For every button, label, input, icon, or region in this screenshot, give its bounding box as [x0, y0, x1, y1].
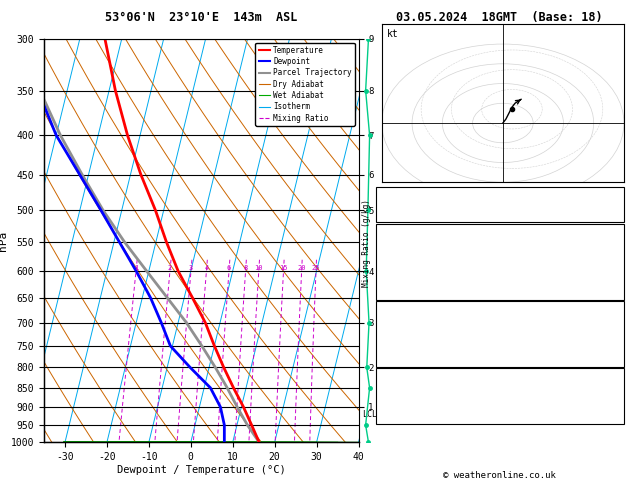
Text: 309: 309 [604, 324, 621, 334]
Text: LCL: LCL [362, 410, 377, 419]
Text: kt: kt [387, 29, 398, 39]
Text: 0: 0 [616, 288, 621, 298]
Text: 10: 10 [610, 391, 621, 401]
Text: Dewp (°C): Dewp (°C) [379, 246, 431, 256]
Text: 6: 6 [227, 265, 231, 271]
Text: 1: 1 [134, 265, 138, 271]
Text: 0: 0 [616, 355, 621, 365]
Text: 16.3: 16.3 [598, 236, 621, 246]
Text: PW (cm): PW (cm) [379, 210, 420, 220]
Text: 8: 8 [243, 265, 248, 271]
Text: 20: 20 [298, 265, 306, 271]
Text: Mixing Ratio (g/kg): Mixing Ratio (g/kg) [362, 199, 370, 287]
Text: 25: 25 [312, 265, 320, 271]
Text: 7: 7 [616, 412, 621, 422]
Text: CIN (J): CIN (J) [379, 355, 420, 365]
Text: θₑ(K): θₑ(K) [379, 257, 408, 267]
Text: 03.05.2024  18GMT  (Base: 18): 03.05.2024 18GMT (Base: 18) [396, 11, 603, 23]
Text: 6°: 6° [610, 401, 621, 411]
Text: 53°06'N  23°10'E  143m  ASL: 53°06'N 23°10'E 143m ASL [105, 11, 298, 23]
Text: -11: -11 [604, 380, 621, 390]
Text: CAPE (J): CAPE (J) [379, 278, 426, 288]
Text: θₑ (K): θₑ (K) [379, 324, 414, 334]
Text: 3: 3 [189, 265, 193, 271]
Text: StmDir: StmDir [379, 401, 414, 411]
Text: Lifted Index: Lifted Index [379, 334, 449, 344]
Text: 15: 15 [610, 189, 621, 199]
Y-axis label: km
ASL: km ASL [376, 241, 394, 262]
Text: 8: 8 [616, 246, 621, 256]
Text: CIN (J): CIN (J) [379, 288, 420, 298]
Text: 4: 4 [616, 334, 621, 344]
Text: StmSpd (kt): StmSpd (kt) [379, 412, 443, 422]
Text: 4: 4 [204, 265, 209, 271]
Text: Temp (°C): Temp (°C) [379, 236, 431, 246]
Text: EH: EH [379, 380, 391, 390]
Text: Totals Totals: Totals Totals [379, 199, 455, 209]
Text: 0: 0 [616, 278, 621, 288]
Text: Lifted Index: Lifted Index [379, 267, 449, 277]
Text: © weatheronline.co.uk: © weatheronline.co.uk [443, 471, 556, 480]
Text: 850: 850 [604, 313, 621, 323]
X-axis label: Dewpoint / Temperature (°C): Dewpoint / Temperature (°C) [117, 465, 286, 475]
Text: 48: 48 [610, 199, 621, 209]
Text: Hodograph: Hodograph [473, 370, 526, 380]
Y-axis label: hPa: hPa [0, 230, 8, 251]
Text: Surface: Surface [479, 226, 520, 235]
Text: 2: 2 [168, 265, 172, 271]
Text: K: K [379, 189, 384, 199]
Text: 15: 15 [279, 265, 287, 271]
Text: Pressure (mb): Pressure (mb) [379, 313, 455, 323]
Text: Most Unstable: Most Unstable [462, 303, 538, 313]
Legend: Temperature, Dewpoint, Parcel Trajectory, Dry Adiabat, Wet Adiabat, Isotherm, Mi: Temperature, Dewpoint, Parcel Trajectory… [255, 43, 355, 125]
Text: 308: 308 [604, 257, 621, 267]
Text: 0: 0 [616, 345, 621, 355]
Text: CAPE (J): CAPE (J) [379, 345, 426, 355]
Text: 4: 4 [616, 267, 621, 277]
Text: SREH: SREH [379, 391, 402, 401]
Text: 1.73: 1.73 [598, 210, 621, 220]
Text: 10: 10 [255, 265, 263, 271]
